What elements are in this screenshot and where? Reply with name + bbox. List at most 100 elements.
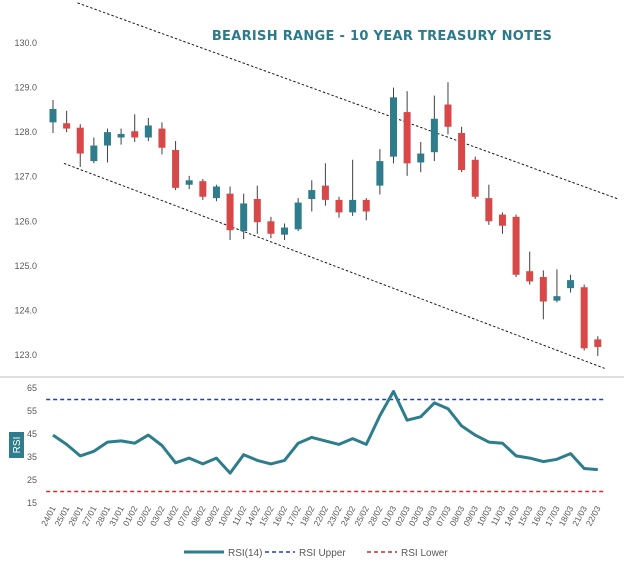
candle-body: [158, 128, 166, 148]
candle-body: [253, 199, 261, 223]
down-candle: [253, 185, 261, 234]
candle-body: [512, 216, 520, 275]
down-candle: [321, 163, 329, 206]
candle-body: [485, 198, 493, 222]
down-candle: [594, 336, 602, 356]
up-candle: [349, 159, 357, 216]
down-candle: [580, 284, 588, 351]
down-candle: [498, 212, 506, 234]
candle-body: [553, 296, 561, 301]
candle-body: [267, 221, 275, 234]
up-candle: [430, 95, 438, 162]
rsi-line: [52, 389, 598, 475]
candle-body: [281, 227, 289, 235]
up-candle: [567, 274, 575, 293]
candle-body: [103, 132, 111, 146]
candle-body: [240, 203, 248, 232]
legend-item: RSI Upper: [265, 548, 346, 559]
up-candle: [212, 184, 220, 202]
up-candle: [417, 141, 425, 173]
candle-body: [172, 149, 180, 188]
candle-body: [335, 199, 343, 213]
up-candle: [553, 269, 561, 303]
candle-body: [458, 133, 466, 171]
rsi-y-tick: 45: [27, 429, 37, 439]
rsi-axis-label: RSI: [9, 432, 24, 458]
candle-body: [76, 127, 84, 154]
candle-body: [294, 202, 302, 230]
up-candle: [308, 180, 316, 212]
price-y-tick: 123.0: [14, 350, 37, 360]
candle-body: [471, 159, 479, 197]
candle-body: [321, 185, 329, 200]
upper-channel-line: [77, 2, 619, 200]
up-candle: [117, 128, 125, 145]
candle-body: [117, 133, 125, 138]
price-y-tick: 125.0: [14, 261, 37, 271]
candle-body: [308, 190, 316, 199]
up-candle: [144, 117, 152, 142]
up-candle: [294, 198, 302, 232]
up-candle: [103, 128, 111, 163]
down-candle: [172, 141, 180, 191]
candle-body: [390, 97, 397, 157]
down-candle: [444, 82, 452, 135]
candle-body: [49, 108, 57, 123]
candle-body: [144, 125, 152, 138]
down-candle: [63, 110, 71, 133]
legend-label: RSI(14): [228, 548, 262, 559]
rsi-series: [52, 389, 598, 475]
down-candle: [131, 114, 139, 142]
rsi-y-tick: 25: [27, 475, 37, 485]
legend-item: RSI Lower: [367, 548, 448, 559]
candle-body: [376, 161, 384, 186]
down-candle: [362, 198, 370, 221]
price-y-tick: 129.0: [14, 83, 37, 93]
up-candle: [185, 175, 193, 190]
down-candle: [267, 216, 275, 239]
up-candle: [390, 87, 397, 164]
up-candle: [281, 223, 289, 241]
down-candle: [471, 156, 479, 199]
candle-body: [444, 104, 452, 127]
candle-body: [226, 193, 234, 231]
down-candle: [403, 91, 411, 176]
rsi-y-tick: 55: [27, 406, 37, 416]
price-y-tick: 126.0: [14, 216, 37, 226]
candle-body: [526, 271, 534, 282]
rsi-reference-lines: [46, 398, 605, 493]
down-candle: [458, 126, 466, 173]
down-candle: [76, 124, 84, 167]
candle-body: [430, 118, 438, 153]
trend-channel: [63, 2, 619, 369]
down-candle: [526, 251, 534, 285]
lower-channel-line: [63, 162, 605, 369]
candle-body: [349, 199, 357, 213]
candle-body: [185, 180, 193, 185]
down-candle: [199, 178, 207, 200]
down-candle: [335, 196, 343, 218]
rsi-y-tick: 65: [27, 383, 37, 393]
up-candle: [49, 100, 57, 134]
candle-body: [362, 199, 370, 212]
down-candle: [485, 184, 493, 225]
legend-label: RSI Upper: [299, 548, 346, 559]
candle-body: [580, 287, 588, 349]
candle-body: [212, 186, 220, 199]
legend-label: RSI Lower: [401, 548, 448, 559]
up-candle: [90, 137, 98, 164]
down-candle: [226, 186, 234, 241]
rsi-y-axis: 65 55 45 35 25 15: [27, 383, 37, 508]
price-y-tick: 127.0: [14, 172, 37, 182]
candle-body: [403, 112, 411, 164]
candle-body: [131, 131, 139, 138]
candlestick-series: [49, 82, 602, 356]
price-y-tick: 130.0: [14, 38, 37, 48]
rsi-y-tick: 35: [27, 452, 37, 462]
candle-body: [594, 339, 602, 347]
candle-body: [199, 181, 207, 197]
candle-body: [90, 145, 98, 162]
price-y-tick: 128.0: [14, 127, 37, 137]
up-candle: [240, 193, 248, 240]
